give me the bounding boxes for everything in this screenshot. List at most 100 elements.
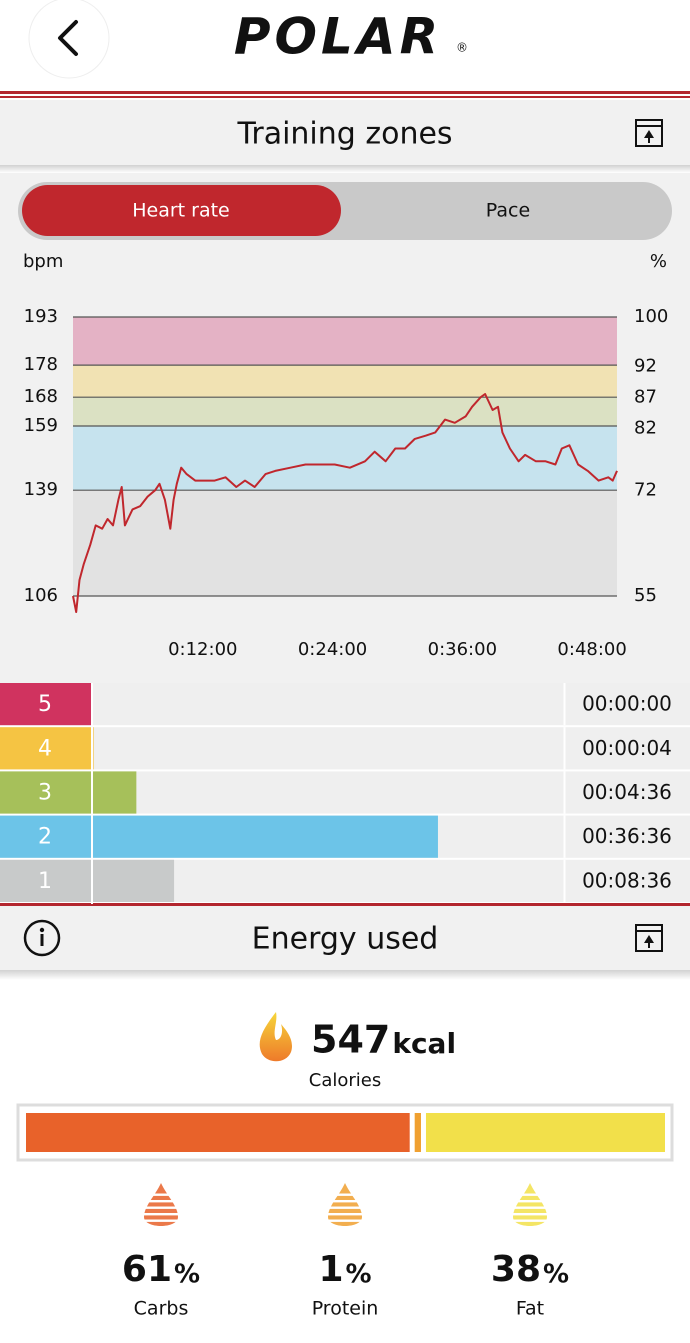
divider — [0, 96, 690, 98]
section-header — [0, 100, 690, 165]
zone-band — [73, 365, 617, 398]
energy-segment — [425, 1113, 665, 1152]
section-title: Training zones — [236, 117, 452, 152]
zone-number: 1 — [38, 869, 52, 894]
energy-unit: % — [543, 1260, 569, 1290]
energy-unit: % — [174, 1260, 200, 1290]
zone-number: 5 — [38, 692, 52, 717]
back-icon — [58, 20, 78, 56]
energy-segment — [414, 1113, 421, 1152]
y2-tick-label: 100 — [634, 306, 668, 327]
drop-stripe — [143, 1213, 179, 1216]
zone-number: 2 — [38, 825, 52, 850]
zone-swatch — [0, 727, 91, 770]
x-tick-label: 0:12:00 — [168, 639, 237, 660]
zone-band — [73, 317, 617, 366]
drop-stripe — [512, 1206, 548, 1209]
calories-unit: kcal — [392, 1027, 456, 1060]
energy-drop — [143, 1183, 179, 1229]
y-tick-label: 139 — [24, 479, 58, 500]
drop-stripe — [327, 1213, 363, 1216]
section-title: Energy used — [252, 922, 439, 957]
drop-stripe — [512, 1213, 548, 1216]
zone-swatch — [0, 815, 91, 858]
drop-stripe — [512, 1200, 548, 1203]
axis-label: % — [650, 251, 667, 272]
share-button[interactable] — [635, 119, 663, 147]
back-button[interactable] — [28, 0, 110, 79]
zone-swatch — [0, 859, 91, 902]
energy-label: Fat — [516, 1298, 544, 1320]
y-tick-label: 193 — [24, 306, 58, 327]
y2-tick-label: 92 — [634, 356, 657, 377]
energy-unit: % — [346, 1260, 372, 1290]
energy-percent: 38 — [491, 1249, 541, 1290]
zone-bar — [93, 859, 175, 902]
x-tick-label: 0:48:00 — [557, 639, 626, 660]
drop-stripe — [512, 1193, 548, 1196]
tab-active[interactable] — [22, 185, 341, 236]
y-tick-label: 159 — [24, 415, 58, 436]
divider — [0, 903, 690, 906]
zone-bar — [93, 815, 438, 858]
energy-label: Protein — [312, 1298, 379, 1320]
logo-mark: ® — [456, 41, 468, 55]
zone-swatch — [0, 683, 91, 726]
calories-value: 547 — [311, 1018, 390, 1062]
y2-tick-label: 87 — [634, 387, 657, 408]
energy-percent: 1 — [318, 1249, 343, 1290]
x-tick-label: 0:24:00 — [298, 639, 367, 660]
drop-stripe — [143, 1193, 179, 1196]
divider — [0, 91, 690, 94]
y-tick-label: 178 — [24, 354, 58, 375]
zone-number: 3 — [38, 781, 52, 806]
share-button[interactable] — [635, 924, 663, 952]
calories-label: Calories — [309, 1070, 381, 1091]
flame-icon — [259, 1012, 292, 1062]
zone-duration: 00:36:36 — [582, 824, 672, 848]
zone-duration: 00:00:04 — [582, 736, 672, 760]
drop-stripe — [327, 1193, 363, 1196]
tab-label[interactable]: Pace — [486, 200, 530, 222]
energy-drop — [327, 1183, 363, 1229]
header — [0, 0, 690, 92]
zone-band — [73, 397, 617, 427]
y2-tick-label: 82 — [634, 418, 657, 439]
drop-stripe — [143, 1206, 179, 1209]
drop-stripe — [512, 1219, 548, 1222]
drop-stripe — [327, 1200, 363, 1203]
energy-segment — [26, 1113, 410, 1152]
zone-duration: 00:08:36 — [582, 868, 672, 892]
hr-line — [72, 393, 618, 613]
drop-stripe — [143, 1219, 179, 1222]
drop-stripe — [143, 1226, 179, 1229]
zone-bar — [93, 771, 137, 814]
axis-label: bpm — [23, 251, 63, 272]
drop-stripe — [327, 1226, 363, 1229]
drop-stripe — [512, 1226, 548, 1229]
zone-duration: 00:04:36 — [582, 780, 672, 804]
drop-stripe — [143, 1200, 179, 1203]
shadow — [0, 165, 690, 173]
zone-swatch — [0, 771, 91, 814]
y-tick-label: 168 — [24, 386, 58, 407]
energy-percent: 61 — [122, 1249, 172, 1290]
section-header — [0, 906, 690, 970]
logo: POLAR — [234, 8, 442, 66]
y2-tick-label: 55 — [634, 585, 657, 606]
info-button[interactable] — [23, 919, 61, 957]
zone-row — [0, 727, 690, 770]
zone-band — [73, 490, 617, 596]
y2-tick-label: 72 — [634, 480, 657, 501]
y-tick-label: 106 — [24, 585, 58, 606]
shadow — [0, 970, 690, 980]
tab-label[interactable]: Heart rate — [132, 200, 230, 222]
zone-duration: 00:00:00 — [582, 692, 672, 716]
zone-band — [73, 426, 617, 491]
energy-label: Carbs — [134, 1298, 189, 1320]
zone-bar — [93, 727, 94, 770]
energy-drop — [512, 1183, 548, 1229]
zone-number: 4 — [38, 736, 52, 761]
